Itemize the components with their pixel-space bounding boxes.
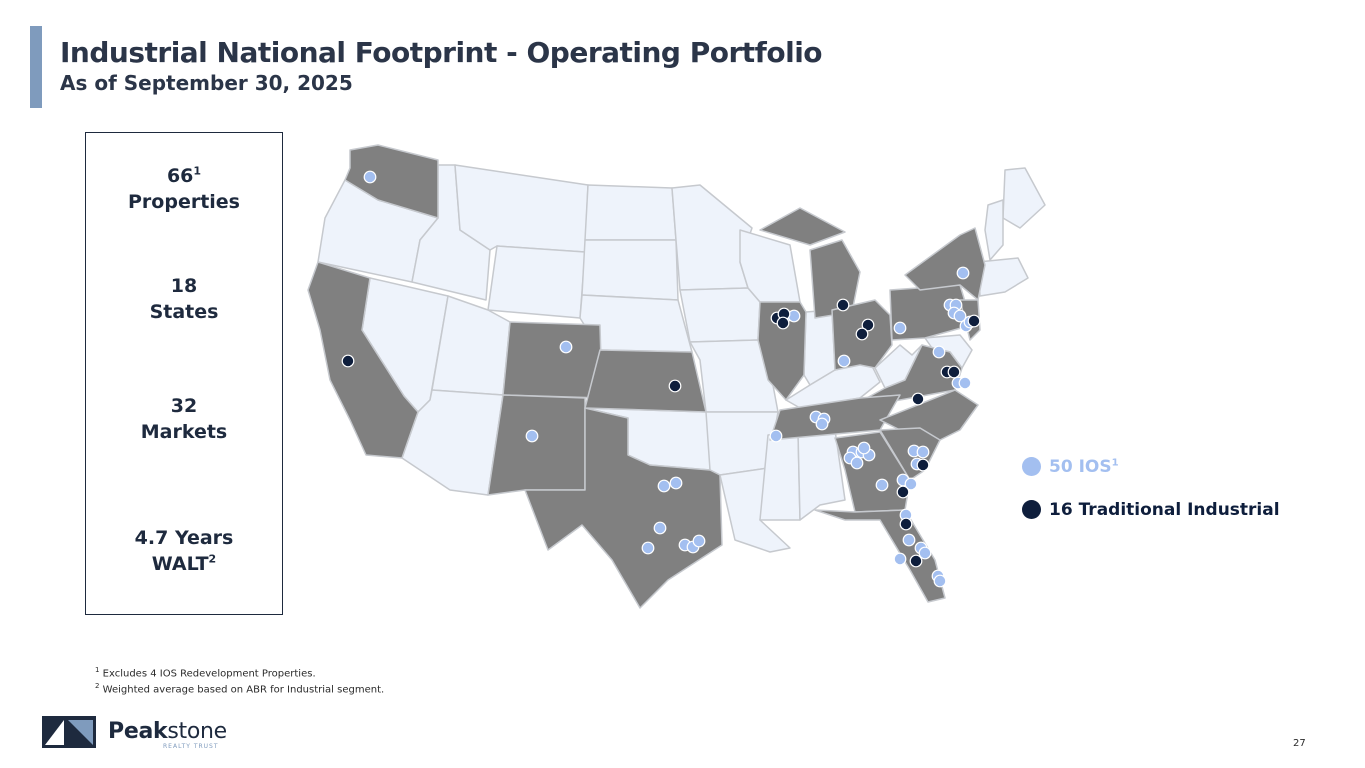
- stat-markets-value: 32: [170, 395, 198, 417]
- traditional-industrial-marker: [341, 354, 355, 368]
- stat-states-label: States: [149, 301, 219, 323]
- footnote-2: 2 Weighted average based on ABR for Indu…: [95, 682, 385, 696]
- stat-walt-footnote: 2: [208, 552, 217, 566]
- traditional-industrial-marker: [896, 485, 910, 499]
- ios-property-marker: [641, 541, 655, 555]
- traditional-industrial-marker: [861, 318, 875, 332]
- ios-property-marker: [363, 170, 377, 184]
- stat-markets-label: Markets: [140, 421, 228, 443]
- peakstone-logo-icon: [42, 716, 96, 748]
- ios-property-marker: [958, 376, 972, 390]
- state-washington: [344, 144, 439, 219]
- page-title: Industrial National Footprint - Operatin…: [60, 36, 823, 69]
- title-accent-bar: [30, 26, 42, 108]
- ios-property-marker: [850, 456, 864, 470]
- ios-property-marker: [956, 266, 970, 280]
- legend-ios: 50 IOS1: [1049, 457, 1119, 477]
- ios-property-marker: [932, 345, 946, 359]
- state-massachusetts-ri-ct: [977, 257, 1029, 297]
- traditional-industrial-marker: [911, 392, 925, 406]
- legend-traditional-marker: [1022, 500, 1041, 519]
- ios-property-marker: [893, 552, 907, 566]
- state-kansas: [584, 349, 707, 413]
- stat-states-value: 18: [170, 275, 198, 297]
- logo-tagline: REALTY TRUST: [163, 743, 219, 750]
- ios-property-marker: [653, 521, 667, 535]
- traditional-industrial-marker: [916, 458, 930, 472]
- ios-property-marker: [657, 479, 671, 493]
- ios-property-marker: [904, 477, 918, 491]
- ios-property-marker: [875, 478, 889, 492]
- state-wyoming: [487, 245, 586, 319]
- ios-property-marker: [918, 546, 932, 560]
- legend-ios-marker: [1022, 457, 1041, 476]
- state-florida: [814, 509, 946, 603]
- ios-property-marker: [559, 340, 573, 354]
- ios-property-marker: [692, 534, 706, 548]
- page-number: 27: [1293, 738, 1306, 749]
- page-subtitle: As of September 30, 2025: [60, 71, 353, 95]
- traditional-industrial-marker: [909, 554, 923, 568]
- traditional-industrial-marker: [836, 298, 850, 312]
- ios-property-marker: [769, 429, 783, 443]
- ios-property-marker: [902, 533, 916, 547]
- ios-property-marker: [815, 417, 829, 431]
- state-montana: [454, 164, 589, 253]
- traditional-industrial-marker: [947, 365, 961, 379]
- stat-properties-value: 66: [166, 165, 194, 187]
- traditional-industrial-marker: [668, 379, 682, 393]
- state-north-dakota: [584, 184, 677, 241]
- state-illinois: [757, 301, 807, 401]
- logo-wordmark: Peakstone: [108, 719, 227, 744]
- ios-property-marker: [953, 309, 967, 323]
- state-south-dakota: [581, 239, 679, 301]
- legend-ios-footnote: 1: [1111, 457, 1119, 469]
- state-new-mexico: [487, 394, 586, 496]
- ios-property-marker: [933, 574, 947, 588]
- ios-property-marker: [837, 354, 851, 368]
- ios-property-marker: [525, 429, 539, 443]
- stat-properties-footnote: 1: [193, 164, 202, 178]
- legend-ios-label: 50 IOS: [1049, 457, 1112, 477]
- state-texas: [524, 407, 723, 609]
- stat-walt-unit: Years: [174, 527, 234, 549]
- stat-markets: 32 Markets: [86, 393, 282, 445]
- ios-property-marker: [893, 321, 907, 335]
- traditional-industrial-marker: [899, 517, 913, 531]
- ios-property-marker: [669, 476, 683, 490]
- state-new-england-maine: [1002, 167, 1046, 229]
- state-iowa: [679, 287, 761, 343]
- state-california: [307, 261, 419, 459]
- stat-properties-label: Properties: [128, 191, 240, 213]
- state-michigan: [759, 207, 861, 319]
- state-new-york: [904, 227, 986, 301]
- stats-panel: 661 Properties 18 States 32 Markets 4.7 …: [85, 132, 283, 615]
- footnote-1: 1 Excludes 4 IOS Redevelopment Propertie…: [95, 666, 316, 680]
- state-colorado: [502, 321, 603, 399]
- traditional-industrial-marker: [776, 316, 790, 330]
- stat-states: 18 States: [86, 273, 282, 325]
- ios-property-marker: [916, 445, 930, 459]
- ios-property-marker: [857, 441, 871, 455]
- traditional-industrial-marker: [855, 327, 869, 341]
- stat-properties: 661 Properties: [86, 163, 282, 215]
- footnotes: 1 Excludes 4 IOS Redevelopment Propertie…: [95, 664, 384, 697]
- stat-walt-value: 4.7: [134, 527, 169, 549]
- stat-walt-label: WALT: [151, 553, 209, 575]
- traditional-industrial-marker: [967, 314, 981, 328]
- legend-traditional: 16 Traditional Industrial: [1049, 500, 1280, 520]
- stat-walt: 4.7 Years WALT2: [86, 525, 282, 577]
- state-vermont-nh: [984, 199, 1004, 261]
